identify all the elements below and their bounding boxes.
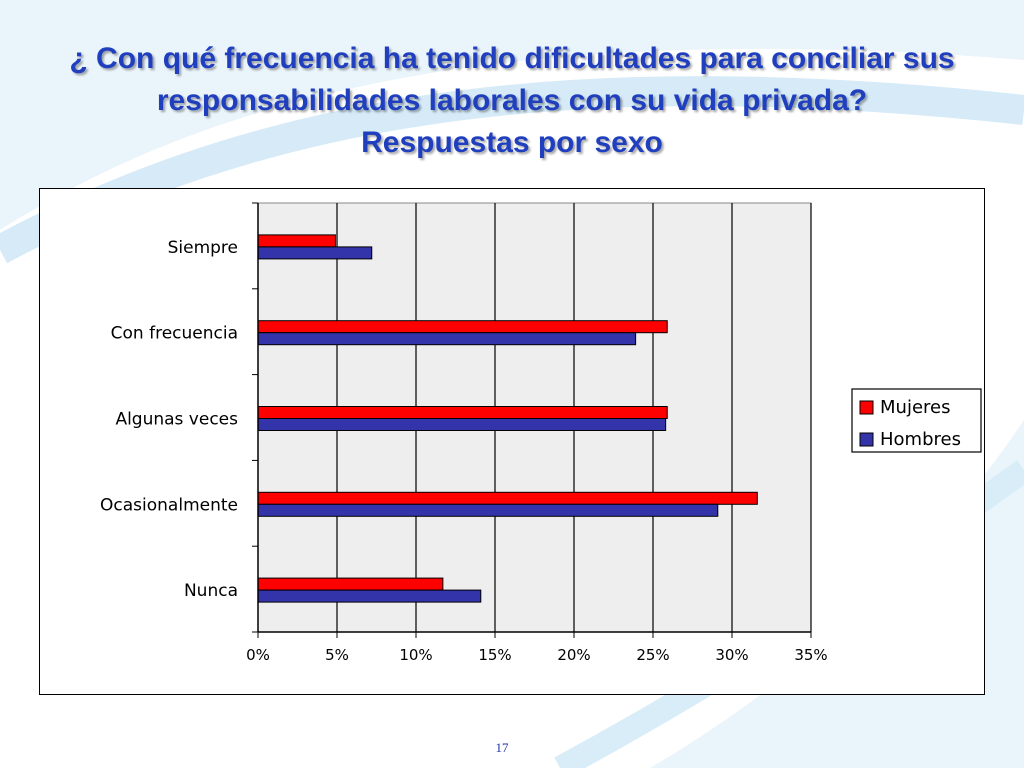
x-tick-label: 25% (636, 646, 669, 664)
x-tick-label: 10% (399, 646, 432, 664)
bar-mujeres-ocasionalmente (257, 491, 758, 505)
bar-hombres-nunca (257, 589, 482, 603)
category-label: Nunca (184, 581, 238, 601)
bar-mujeres-siempre (257, 234, 336, 248)
x-tick-label: 0% (246, 646, 270, 664)
title-line-1: ¿ Con qué frecuencia ha tenido dificulta… (69, 42, 955, 75)
bar-mujeres-con-frecuencia (257, 320, 668, 334)
category-label: Ocasionalmente (100, 495, 238, 515)
legend: Mujeres Hombres (851, 388, 982, 453)
bar-mujeres-nunca (257, 577, 444, 591)
bar-mujeres-algunas-veces (257, 406, 668, 419)
category-label: Algunas veces (115, 410, 238, 430)
slide-title: ¿ Con qué frecuencia ha tenido dificulta… (0, 38, 1024, 164)
tick-labels: 0% 5% 10% 15% 20% 25% 30% 35% (246, 646, 828, 664)
bar-hombres-ocasionalmente (257, 503, 719, 517)
title-line-2: responsabilidades laborales con su vida … (156, 84, 868, 117)
category-label: Con frecuencia (111, 324, 238, 344)
x-tick-label: 20% (557, 646, 590, 664)
bar-hombres-algunas-veces (257, 418, 667, 431)
legend-label-hombres: Hombres (880, 429, 961, 450)
x-tick-label: 35% (794, 646, 827, 664)
x-tick-label: 5% (325, 646, 349, 664)
bar-hombres-siempre (257, 246, 373, 260)
category-label: Siempre (168, 238, 238, 258)
axes (252, 202, 811, 633)
x-tick-label: 15% (478, 646, 511, 664)
legend-swatch-hombres (859, 432, 874, 447)
title-line-3: Respuestas por sexo (361, 126, 663, 159)
legend-label-mujeres: Mujeres (880, 397, 950, 418)
x-tick-label: 30% (715, 646, 748, 664)
page-number: 17 (495, 740, 509, 755)
bar-chart: Siempre Con frecuencia Algunas veces Ocasio… (100, 202, 982, 664)
bar-hombres-con-frecuencia (257, 332, 637, 346)
legend-swatch-mujeres (859, 400, 874, 415)
category-labels: Siempre Con frecuencia Algunas veces Ocasio… (100, 238, 238, 601)
chart-frame: Siempre Con frecuencia Algunas veces Ocasio… (39, 188, 985, 695)
